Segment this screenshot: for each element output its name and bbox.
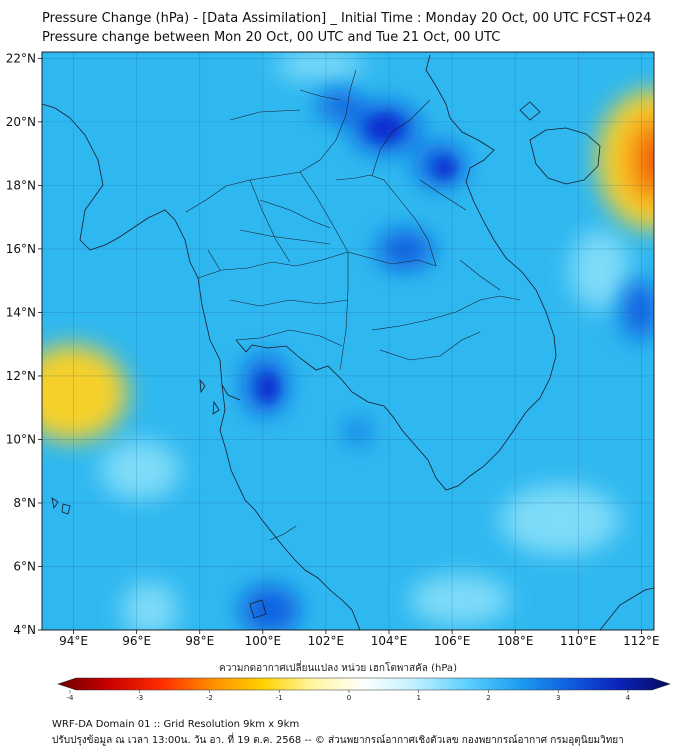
colorbar-tick-label: 4	[626, 694, 631, 702]
lat-tick-label: 22°N	[6, 51, 36, 65]
lon-tick-label: 98°E	[185, 634, 214, 648]
coastlines	[42, 54, 654, 630]
lon-tick-label: 102°E	[308, 634, 345, 648]
colorbar-tick-label: -2	[206, 694, 213, 702]
map-title: Pressure Change (hPa) - [Data Assimilati…	[42, 11, 652, 26]
footer-model-info: WRF-DA Domain 01 :: Grid Resolution 9km …	[52, 719, 300, 730]
lat-tick-label: 12°N	[6, 369, 36, 383]
lat-tick-label: 8°N	[13, 496, 36, 510]
lat-tick-label: 10°N	[6, 432, 36, 446]
lon-tick-label: 94°E	[59, 634, 88, 648]
colorbar-tick-label: -1	[276, 694, 283, 702]
pressure-fall-areas	[42, 90, 654, 441]
lat-tick-label: 14°N	[6, 305, 36, 319]
colorbar-tick-label: -3	[136, 694, 143, 702]
pressure-field	[42, 52, 654, 630]
lon-tick-label: 106°E	[434, 634, 471, 648]
colorbar-tick-label: -4	[67, 694, 75, 702]
colorbar-tick-label: 3	[556, 694, 560, 702]
colorbar-bar	[57, 677, 671, 691]
strongest-rise-areas	[258, 114, 455, 402]
colorbar-label: ความกดอากาศเปลี่ยนแปลง หน่วย เฮกโตพาสคัล…	[219, 663, 457, 674]
colorbar-ticks: -4 -3 -2 -1 0 1 2 3 4	[67, 690, 631, 702]
lat-tick-label: 20°N	[6, 115, 36, 129]
lon-tick-label: 112°E	[623, 634, 660, 648]
graticule	[42, 52, 654, 630]
lon-tick-label: 110°E	[560, 634, 597, 648]
admin-borders	[185, 69, 521, 541]
colorbar-tick-label: 2	[486, 694, 490, 702]
lat-tick-label: 6°N	[13, 559, 36, 573]
map-subtitle: Pressure change between Mon 20 Oct, 00 U…	[42, 30, 501, 45]
lon-tick-label: 100°E	[245, 634, 282, 648]
footer-update-info: ปรับปรุงข้อมูล ณ เวลา 13:00น. วัน อา. ที…	[52, 735, 624, 746]
lat-tick-label: 18°N	[6, 178, 36, 192]
lat-tick-label: 16°N	[6, 242, 36, 256]
lon-tick-label: 96°E	[122, 634, 151, 648]
lon-tick-label: 108°E	[497, 634, 534, 648]
light-areas	[100, 52, 630, 630]
colorbar: -4 -3 -2 -1 0 1 2 3 4	[57, 677, 671, 702]
lat-tick-label: 4°N	[13, 623, 36, 637]
latitude-axis: 22°N 20°N 18°N 16°N 14°N 12°N 10°N 8°N 6°N 4°N	[6, 51, 42, 637]
longitude-axis: 94°E 96°E 98°E 100°E 102°E 104°E 106°E 108°E 110…	[59, 630, 660, 648]
colorbar-tick-label: 1	[417, 694, 421, 702]
plot-frame	[41, 51, 655, 631]
colorbar-tick-label: 0	[347, 694, 351, 702]
lon-tick-label: 104°E	[371, 634, 408, 648]
